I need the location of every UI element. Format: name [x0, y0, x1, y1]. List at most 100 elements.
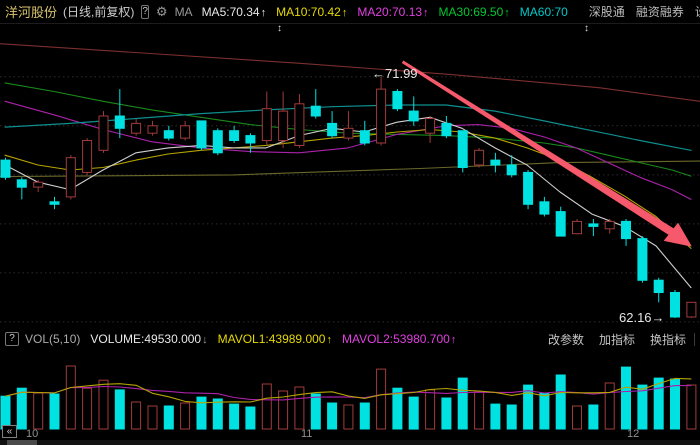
arrow-left-icon: ←	[372, 66, 385, 81]
collapse-left-button[interactable]: «	[2, 425, 17, 438]
volume-bar	[457, 377, 468, 430]
volume-bar	[261, 383, 272, 430]
volume-help-button[interactable]: ?	[5, 332, 19, 346]
candle-body	[441, 122, 452, 137]
volume-readout-2-value: MAVOL2:53980.700	[341, 332, 450, 346]
volume-bar	[294, 386, 305, 430]
ma-readouts: MA5:70.34↑ MA10:70.42↑ MA20:70.13↑ MA30:69.…	[202, 5, 578, 19]
volume-bar	[523, 384, 534, 430]
volume-bar	[637, 384, 648, 430]
ma-readout-3-value: MA30:69.50	[438, 4, 504, 19]
ma-readout-1: MA10:70.42↑	[276, 5, 347, 19]
candle-body	[294, 103, 305, 147]
volume-bar	[98, 379, 109, 430]
candle-body	[588, 223, 599, 227]
candle-body	[49, 201, 60, 205]
volume-bar	[670, 378, 680, 430]
volume-bar	[572, 405, 582, 430]
volume-bar	[539, 392, 550, 430]
volume-bar	[686, 384, 697, 430]
volheader-divider	[694, 332, 695, 346]
candle-body	[490, 159, 501, 166]
candle-body	[212, 130, 223, 154]
volume-readout-0-value: VOLUME:49530.000	[90, 332, 202, 346]
candle-body	[16, 179, 27, 188]
candle-body	[457, 130, 468, 168]
volume-bar	[555, 374, 566, 430]
trough-price-label: 62.16	[619, 310, 652, 325]
volume-button-2[interactable]: 换指标	[649, 332, 686, 347]
candle-body	[474, 149, 485, 166]
candle-body	[114, 115, 125, 129]
volume-bar	[82, 387, 93, 430]
candle-body	[523, 171, 534, 205]
ma-readout-0: MA5:70.34↑	[202, 5, 267, 19]
ma-readout-3: MA30:69.50↑	[439, 5, 510, 19]
peak-price-annotation: ←71.99	[372, 66, 418, 81]
candle-body	[131, 122, 142, 134]
volume-bar	[408, 396, 419, 430]
time-axis: « 10 11 12	[0, 425, 700, 440]
long-trend-line	[0, 43, 700, 102]
splitter-handle-icon[interactable]: ↕	[277, 23, 282, 34]
volume-bar	[359, 402, 370, 430]
up-arrow-icon: ↑	[423, 6, 429, 19]
candle-body	[343, 127, 354, 139]
up-arrow-icon: ↑	[326, 334, 332, 346]
candle-body	[604, 220, 615, 230]
candle-body	[82, 140, 93, 173]
mavol1-line	[5, 377, 692, 404]
volume-bar	[441, 397, 452, 430]
candle-body	[408, 110, 419, 122]
topbar-link-2[interactable]: 设置均线	[695, 5, 700, 19]
ma-readout-0-value: MA5:70.34	[201, 4, 260, 19]
ma-lines	[0, 43, 700, 289]
topbar-link-1[interactable]: 融资融券	[635, 5, 684, 19]
candle-body	[555, 211, 566, 237]
volume-bar	[180, 402, 191, 430]
volume-button-1[interactable]: 加指标	[598, 332, 635, 347]
candle-body	[180, 125, 191, 139]
candle-body	[229, 130, 240, 141]
volume-readout-1-value: MAVOL1:43989.000	[217, 332, 326, 346]
volume-bar	[474, 391, 485, 430]
ma-readout-4: MA60:70	[520, 5, 568, 19]
volume-readout-1: MAVOL1:43989.000↑	[218, 332, 332, 346]
month-label-12: 12	[627, 428, 640, 440]
candle-body	[245, 135, 256, 144]
scrollbar-handle[interactable]	[7, 440, 37, 445]
volume-bar	[588, 404, 599, 430]
month-label-10: 10	[26, 428, 39, 440]
indicator-selector[interactable]: MA	[174, 4, 193, 19]
candle-body	[359, 130, 370, 144]
volume-bar	[376, 368, 387, 430]
month-label-11: 11	[301, 428, 313, 440]
volume-button-0[interactable]: 改参数	[547, 332, 584, 347]
ma-readout-2: MA20:70.13↑	[357, 5, 428, 19]
candle-body	[147, 125, 158, 134]
trend-arrow-head	[664, 223, 692, 247]
candle-body	[163, 130, 174, 139]
topbar-link-0[interactable]: 深股通	[588, 5, 625, 19]
volume-bar	[327, 402, 338, 430]
candle-body	[653, 279, 664, 294]
up-arrow-icon: ↑	[260, 6, 267, 19]
help-button[interactable]: ?	[141, 4, 149, 19]
candle-body	[621, 220, 631, 240]
ma-readout-2-value: MA20:70.13	[357, 4, 423, 19]
volume-indicator-name: VOL(5,10)	[25, 332, 81, 346]
trend-arrow-annotation	[402, 60, 692, 247]
volume-bar	[343, 404, 354, 430]
scrollbar-track[interactable]	[0, 440, 700, 445]
volume-bar	[392, 387, 403, 430]
candles-layer	[0, 77, 697, 318]
gear-icon[interactable]: ⚙	[155, 3, 168, 19]
trend-arrow-shaft	[402, 60, 675, 236]
candle-body	[686, 301, 697, 318]
ma-readout-1-value: MA10:70.42	[276, 4, 341, 19]
splitter-handle-icon[interactable]: ↕	[584, 23, 589, 34]
volume-bar	[506, 404, 517, 430]
